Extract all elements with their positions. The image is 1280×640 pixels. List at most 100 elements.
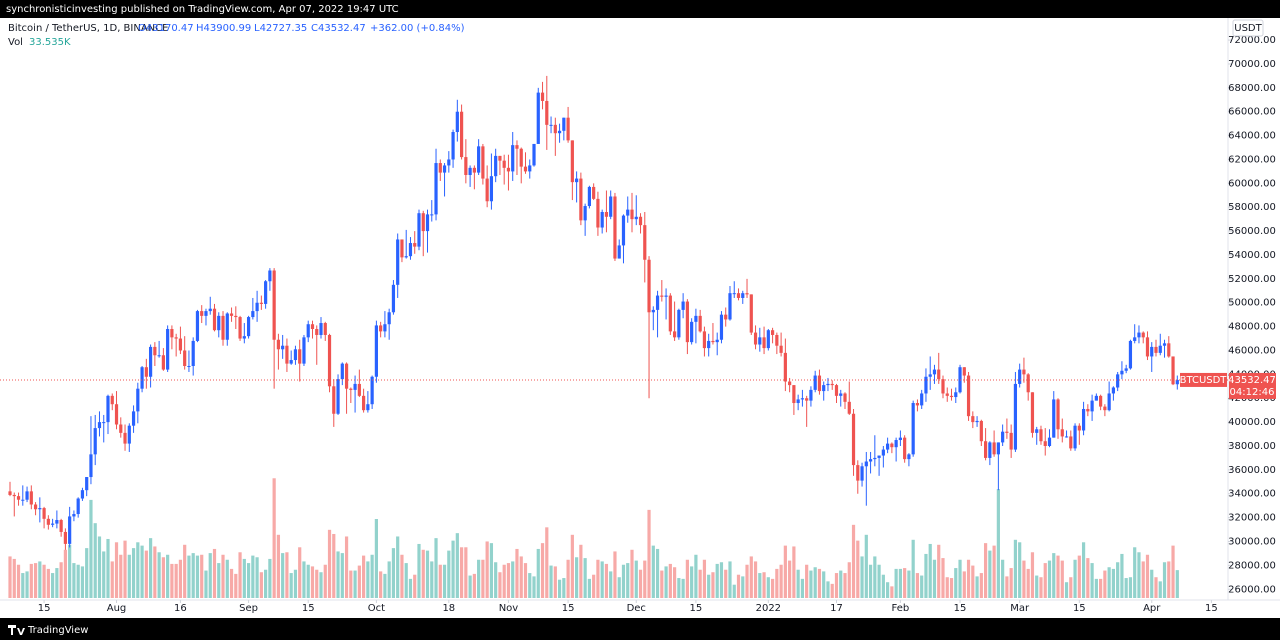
candle-body — [911, 403, 915, 455]
candle-body — [860, 466, 864, 481]
volume-bar — [127, 554, 131, 598]
volume-bar — [932, 559, 937, 598]
volume-bar — [1158, 581, 1162, 598]
volume-bar — [983, 543, 988, 598]
volume-bar — [1026, 568, 1030, 598]
volume-bar — [272, 478, 276, 598]
candle-body — [702, 331, 707, 349]
volume-bar — [383, 573, 387, 598]
volume-bar — [1064, 582, 1069, 598]
volume-bar — [204, 570, 208, 598]
candle-body — [89, 454, 93, 478]
volume-bar — [873, 556, 877, 598]
candle-body — [638, 216, 643, 226]
candle-body — [949, 395, 954, 398]
volume-bar — [996, 489, 1000, 598]
volume-bar — [1107, 567, 1111, 598]
candle-body — [826, 383, 830, 386]
volume-bar — [966, 559, 971, 598]
volume-bar — [1141, 561, 1145, 598]
volume-bar — [1116, 562, 1120, 598]
candle-body — [434, 163, 438, 215]
candle-body — [157, 355, 161, 357]
volume-bar — [898, 568, 902, 598]
candle-body — [119, 424, 123, 433]
candle-body — [268, 270, 272, 282]
volume-bar — [736, 574, 741, 598]
volume-bar — [1056, 555, 1060, 598]
candle-body — [536, 92, 540, 144]
volume-bar — [553, 566, 557, 598]
volume-bar — [38, 561, 42, 598]
volume-bar — [298, 547, 302, 598]
candle-body — [1090, 400, 1094, 412]
volume-bar — [114, 542, 119, 598]
y-tick-label: 68000.00 — [1228, 83, 1276, 94]
volume-bar — [102, 551, 106, 598]
volume-bar — [1162, 562, 1167, 598]
candle-body — [148, 346, 153, 377]
volume-value: 33.535K — [29, 37, 71, 48]
candle-body — [856, 465, 860, 481]
currency-box[interactable] — [1232, 19, 1264, 37]
candle-body — [59, 520, 63, 532]
candle-body — [1171, 356, 1175, 385]
candle-body — [251, 311, 255, 318]
candle-body — [545, 100, 549, 125]
volume-bar — [12, 558, 16, 598]
volume-bar — [609, 571, 613, 598]
candle-body — [187, 366, 191, 368]
volume-bar — [425, 550, 430, 598]
volume-bar — [442, 564, 447, 598]
volume-bar — [293, 569, 298, 598]
candle-body — [234, 315, 238, 318]
candle-body — [387, 312, 391, 325]
volume-bar — [477, 559, 481, 598]
candle-body — [847, 401, 851, 414]
candle-body — [455, 111, 459, 133]
candle-body — [971, 416, 975, 423]
volume-bar — [724, 569, 728, 598]
candle-body — [851, 413, 856, 466]
candle-body — [1069, 436, 1073, 449]
candle-body — [289, 360, 293, 364]
x-tick-label: 17 — [830, 603, 843, 614]
volume-bar — [310, 566, 315, 598]
volume-bar — [16, 564, 21, 598]
volume-bar — [421, 549, 425, 598]
candle-body — [485, 178, 489, 202]
volume-bar — [212, 548, 217, 598]
volume-bar — [8, 556, 12, 598]
candle-body — [33, 504, 38, 510]
volume-bar — [549, 565, 553, 598]
volume-bar — [783, 545, 787, 598]
volume-bar — [702, 559, 707, 598]
x-tick-label: Sep — [239, 603, 258, 614]
volume-bar — [1099, 578, 1103, 598]
y-tick-label: 28000.00 — [1228, 560, 1276, 571]
volume-bar — [719, 562, 724, 598]
volume-bar — [430, 561, 434, 598]
candle-body — [983, 441, 988, 458]
x-tick-label: 16 — [174, 603, 187, 614]
candle-body — [557, 130, 562, 134]
candle-body — [1124, 368, 1128, 371]
volume-bar — [668, 563, 672, 598]
ohlc-close: C43532.47 — [311, 23, 366, 34]
y-tick-label: 38000.00 — [1228, 441, 1276, 452]
y-tick-label: 50000.00 — [1228, 298, 1276, 309]
candle-body — [144, 367, 148, 377]
candle-body — [562, 117, 566, 131]
volume-bar — [1137, 552, 1141, 598]
x-tick-label: Aug — [107, 603, 127, 614]
candle-body — [379, 325, 383, 332]
volume-bar — [285, 552, 289, 598]
candle-body — [630, 209, 634, 220]
volume-bar — [638, 569, 643, 598]
candle-body — [920, 393, 924, 406]
volume-bar — [489, 543, 494, 598]
candle-body — [996, 442, 1000, 455]
candle-body — [1022, 369, 1026, 375]
volume-bar — [1090, 563, 1094, 598]
volume-bar — [1124, 578, 1128, 598]
